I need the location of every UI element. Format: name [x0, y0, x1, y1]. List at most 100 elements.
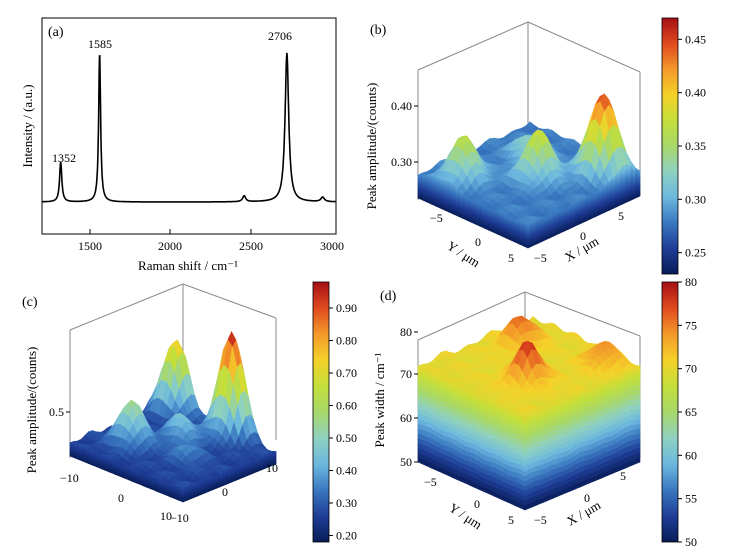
panel-a-ylabel: Intensity / (a.u.): [20, 84, 35, 167]
panel-c-label: (c): [22, 295, 38, 310]
zt-d-2: 70: [400, 367, 412, 381]
surface-wall-cell: [538, 416, 544, 423]
surface-wall-cell: [584, 405, 590, 412]
surface-wall-cell: [584, 415, 590, 422]
surface-wall-cell: [421, 400, 427, 407]
panel-c-box: [69, 283, 277, 458]
surface-wall-cell: [556, 438, 563, 445]
surface-wall-cell: [584, 391, 590, 398]
surface-wall-cell: [533, 435, 540, 442]
colorbar-tick-label: 0.70: [336, 366, 357, 380]
surface-wall-cell: [538, 411, 544, 418]
xt-c-0: −10: [170, 511, 189, 525]
surface-wall-cell: [635, 394, 641, 401]
colorbar-tick-label: 0.20: [336, 529, 357, 543]
xt-d-2: 5: [620, 469, 626, 483]
colorbar-tick-label: 0.25: [685, 246, 706, 260]
raman-spectrum-line: [42, 52, 336, 203]
surface-wall-cell: [630, 399, 636, 406]
surface-wall-cell: [469, 394, 474, 401]
surface-wall-cell: [635, 399, 641, 406]
panel-d-zaxis: 50 60 70 80: [400, 325, 418, 469]
surface-wall-cell: [490, 428, 496, 435]
surf-c-walls: [69, 442, 277, 503]
yt-b-0: −5: [430, 211, 443, 225]
peak-label-g: 1585: [88, 37, 112, 51]
surface-wall-cell: [464, 408, 470, 415]
surface-wall-cell: [469, 389, 474, 396]
surface-wall-cell: [584, 429, 590, 437]
colorbar-tick-label: 0.30: [685, 192, 706, 206]
surface-wall-cell: [507, 409, 513, 416]
colorbar-tick-label: 0.60: [336, 399, 357, 413]
colorbar-tick-label: 0.90: [336, 301, 357, 315]
surface-wall-cell: [630, 404, 636, 411]
panel-c-zlabel: Peak amplitude/(counts): [24, 347, 39, 474]
zt-c-0: 0.5: [49, 405, 64, 419]
surface-wall-cell: [533, 450, 540, 457]
surface-wall-cell: [511, 423, 517, 430]
panel-b-zlabel: Peak amplitude/(counts): [364, 83, 379, 210]
surf-b-top: [417, 93, 641, 226]
surface-wall-cell: [584, 401, 590, 407]
colorbar-tick-label: 75: [685, 318, 697, 332]
xtick-label-1500: 1500: [78, 239, 102, 253]
surface-wall-cell: [511, 428, 517, 435]
panel-c-zaxis: 0.5: [49, 405, 70, 419]
panel-c: (c) 0.5 Peak amplitude/(counts) −10 0 10…: [22, 281, 357, 543]
surface-wall-cell: [584, 396, 590, 402]
surface-wall-cell: [507, 414, 513, 421]
peak-label-2d: 2706: [268, 29, 292, 43]
surface-wall-cell: [635, 413, 641, 420]
surface-wall-cell: [630, 419, 636, 426]
surface-wall-cell: [630, 394, 636, 401]
surface-wall-cell: [556, 405, 563, 411]
surface-wall-cell: [556, 414, 563, 421]
surface-wall-cell: [533, 426, 540, 432]
surface-wall-cell: [635, 374, 641, 381]
surface-wall-cell: [443, 396, 449, 403]
zt-d-3: 80: [400, 325, 412, 339]
colorbar-tick-label: 60: [685, 448, 697, 462]
colorbar-tick-label: 0.80: [336, 334, 357, 348]
surface-wall-cell: [490, 414, 496, 421]
surface-wall-cell: [635, 389, 641, 396]
panel-a-label: (a): [48, 25, 64, 40]
xt-c-2: 10: [266, 461, 278, 475]
surface-wall-cell: [630, 414, 636, 421]
surface-wall-cell: [421, 395, 427, 402]
surface-wall-cell: [486, 418, 492, 425]
surface-wall-cell: [556, 400, 563, 407]
yt-d-0: −5: [424, 475, 437, 489]
xt-b-0: −5: [534, 251, 547, 265]
surface-cell: [523, 217, 533, 226]
surface-wall-cell: [421, 390, 427, 397]
yt-c-0: −10: [60, 471, 79, 485]
surface-wall-cell: [421, 405, 427, 412]
panel-a: (a) 1352 1585 2706 1500 2000 2500 3000 R…: [20, 17, 344, 273]
yt-c-1: 0: [118, 491, 124, 505]
yt-b-2: 5: [508, 251, 514, 265]
surface-wall-cell: [443, 410, 449, 418]
zt-d-0: 50: [400, 455, 412, 469]
surface-wall-cell: [538, 420, 544, 427]
xtick-label-3000: 3000: [320, 239, 344, 253]
zt-b-1: 0.40: [391, 99, 412, 113]
yt-b-1: 0: [475, 235, 481, 249]
xtick-label-2000: 2000: [158, 239, 182, 253]
panel-b-colorbar: 0.250.300.350.400.45: [661, 17, 706, 275]
panel-d: (d) 50 60 70 80 Peak width / cm⁻¹ −5 0 5…: [372, 275, 697, 549]
surface-wall-cell: [635, 404, 641, 411]
panel-b-label: (b): [370, 23, 387, 38]
surface-wall-cell: [490, 419, 496, 426]
panel-a-xaxis: 1500 2000 2500 3000 Raman shift / cm⁻¹: [78, 229, 344, 273]
surface-wall-cell: [490, 433, 496, 440]
surface-wall-cell: [533, 440, 540, 447]
surface-wall-cell: [486, 409, 492, 416]
surface-wall-cell: [464, 389, 470, 396]
colorbar-tick-label: 80: [685, 275, 697, 289]
surf-b-walls: [417, 163, 641, 249]
zt-d-1: 60: [400, 411, 412, 425]
colorbar-tick-label: 70: [685, 362, 697, 376]
